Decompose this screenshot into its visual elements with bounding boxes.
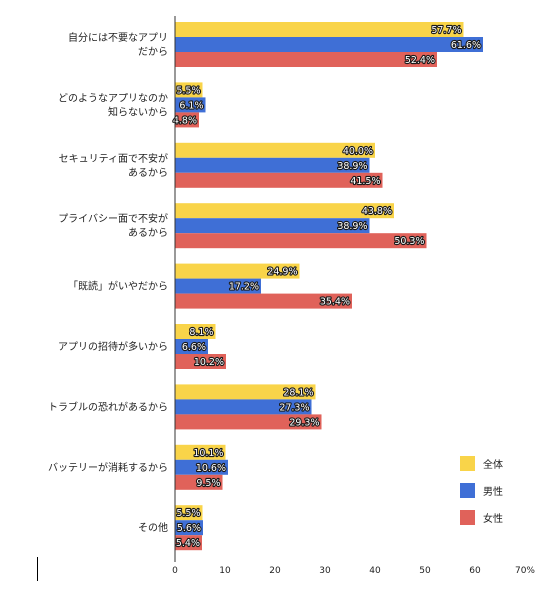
bar-4-2 — [175, 218, 370, 234]
left-edge-mark — [37, 557, 38, 581]
value-label-4-1: 43.8% — [362, 206, 392, 217]
category-label-6: アプリの招待が多いから — [58, 340, 168, 353]
x-axis-ticks: 0 10 20 30 40 50 60 70% — [172, 566, 535, 576]
value-label-3-2: 38.9% — [337, 161, 367, 172]
x-tick-label-3: 20 — [269, 566, 281, 576]
category-label-2: どのようなアプリなのか知らないから — [58, 92, 168, 118]
value-label-2-3: 4.8% — [173, 115, 197, 126]
legend-label-3: 女性 — [483, 512, 503, 525]
value-label-9-3: 5.4% — [176, 538, 200, 549]
legend-swatch-3 — [460, 510, 475, 525]
bar-2-2 — [175, 97, 206, 113]
value-label-4-3: 50.3% — [394, 236, 424, 247]
bar-8-2 — [175, 459, 228, 475]
bar-1-1 — [175, 22, 464, 37]
value-label-8-1: 10.1% — [193, 448, 223, 459]
bar-3-2 — [175, 157, 370, 173]
x-tick-label-6: 50 — [419, 566, 431, 576]
legend-label-2: 男性 — [483, 485, 503, 498]
value-label-4-2: 38.9% — [337, 221, 367, 232]
category-label-3: セキュリティ面で不安があるから — [59, 152, 168, 179]
legend-label-1: 全体 — [483, 458, 503, 471]
bar-4-1 — [175, 203, 394, 219]
bar-2-3 — [175, 112, 199, 128]
value-label-2-2: 6.1% — [179, 100, 203, 111]
bar-7-2 — [175, 399, 312, 415]
x-tick-label-7: 60 — [469, 566, 481, 576]
bar-7-3 — [175, 414, 322, 430]
category-label-5: 「既読」がいやだから — [68, 280, 168, 293]
value-label-7-1: 28.1% — [283, 387, 313, 398]
category-label-8: バッテリーが消耗するから — [48, 461, 168, 474]
bar-7-1 — [175, 384, 316, 400]
bar-3-3 — [175, 172, 383, 188]
bar-8-3 — [175, 474, 223, 490]
bar-8-1 — [175, 444, 226, 460]
x-tick-label-8: 70% — [515, 566, 535, 576]
category-labels: 自分には不要なアプリだからどのようなアプリなのか知らないからセキュリティ面で不安… — [48, 31, 168, 534]
value-label-6-3: 10.2% — [194, 357, 224, 368]
bar-9-2 — [175, 520, 203, 536]
category-label-4: プライバシー面で不安があるから — [58, 212, 168, 239]
bar-1-3 — [175, 52, 437, 67]
bar-6-3 — [175, 354, 226, 369]
bars-layer — [175, 22, 483, 551]
value-label-9-1: 5.5% — [176, 508, 200, 519]
value-label-3-1: 40.0% — [343, 146, 373, 157]
value-label-5-2: 17.2% — [229, 282, 259, 293]
legend-swatch-2 — [460, 483, 475, 498]
category-label-9: その他 — [138, 521, 168, 534]
value-label-6-1: 8.1% — [189, 327, 213, 338]
x-tick-label-4: 30 — [319, 566, 331, 576]
legend-swatch-1 — [460, 456, 475, 471]
bar-5-1 — [175, 263, 300, 279]
value-label-3-3: 41.5% — [350, 176, 380, 187]
value-label-8-2: 10.6% — [196, 463, 226, 474]
value-label-1-1: 57.7% — [431, 25, 461, 36]
x-tick-label-1: 0 — [172, 566, 178, 576]
value-label-2-1: 5.5% — [176, 85, 200, 96]
x-tick-label-2: 10 — [219, 566, 231, 576]
bar-2-1 — [175, 82, 203, 98]
value-label-1-2: 61.6% — [451, 40, 481, 51]
value-label-7-3: 29.3% — [289, 417, 319, 428]
bar-6-1 — [175, 324, 216, 339]
value-labels: 57.7% 61.6% 52.4% 5.5% 6.1% 4.8% 40.0% 38.9% 41.… — [172, 24, 482, 550]
x-tick-label-5: 40 — [369, 566, 381, 576]
bar-9-1 — [175, 505, 203, 521]
bar-3-1 — [175, 142, 375, 158]
value-label-6-2: 6.6% — [182, 342, 206, 353]
bar-5-3 — [175, 293, 352, 309]
bar-5-2 — [175, 278, 261, 294]
value-label-8-3: 9.5% — [196, 478, 220, 489]
bar-4-3 — [175, 233, 427, 249]
value-label-5-1: 24.9% — [267, 267, 297, 278]
value-label-1-3: 52.4% — [405, 55, 435, 66]
value-label-9-2: 5.6% — [177, 523, 201, 534]
bar-9-3 — [175, 535, 202, 551]
value-label-7-2: 27.3% — [279, 402, 309, 413]
category-label-7: トラブルの恐れがあるから — [48, 400, 168, 413]
category-label-1: 自分には不要なアプリだから — [68, 31, 168, 58]
bar-1-2 — [175, 37, 483, 52]
bar-6-2 — [175, 339, 208, 354]
value-label-5-3: 35.4% — [320, 297, 350, 308]
